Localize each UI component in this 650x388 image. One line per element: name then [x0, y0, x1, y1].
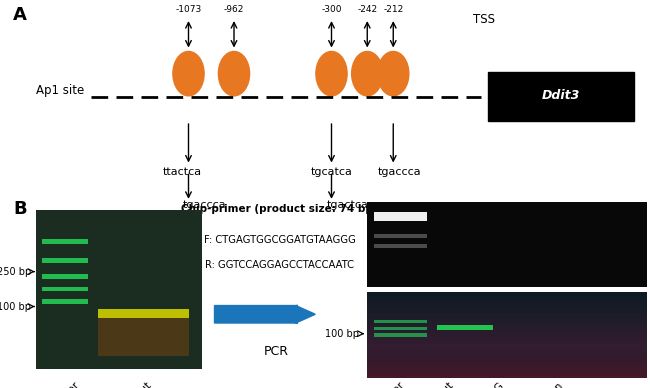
- Text: Marker: Marker: [374, 380, 406, 388]
- Text: tgaccca: tgaccca: [378, 168, 422, 177]
- Text: -242: -242: [358, 5, 377, 14]
- Text: tgcatca: tgcatca: [311, 168, 352, 177]
- Text: Ddit3: Ddit3: [541, 89, 580, 102]
- Text: -1073: -1073: [176, 5, 202, 14]
- Text: tgactca: tgactca: [327, 200, 369, 210]
- Text: PCR: PCR: [264, 345, 289, 359]
- Text: 100 bp: 100 bp: [0, 301, 31, 312]
- Text: tgaccca: tgaccca: [183, 200, 227, 210]
- Text: Input: Input: [429, 380, 455, 388]
- Text: Input: Input: [127, 380, 153, 388]
- Text: Ap1 site: Ap1 site: [36, 84, 84, 97]
- Ellipse shape: [378, 52, 409, 96]
- Text: 100 bp: 100 bp: [325, 329, 359, 339]
- Text: TSS: TSS: [473, 13, 495, 26]
- Text: A: A: [13, 6, 27, 24]
- Text: Chip-primer (product size: 74 bp): Chip-primer (product size: 74 bp): [181, 204, 378, 214]
- Text: ttactca: ttactca: [162, 168, 202, 177]
- Text: -212: -212: [383, 5, 404, 14]
- Ellipse shape: [218, 52, 250, 96]
- Ellipse shape: [316, 52, 347, 96]
- Text: Marker: Marker: [49, 380, 81, 388]
- Text: -300: -300: [321, 5, 342, 14]
- Text: R: GGTCCAGGAGCCTACCAATC: R: GGTCCAGGAGCCTACCAATC: [205, 260, 354, 270]
- Text: F: CTGAGTGGCGGATGTAAGGG: F: CTGAGTGGCGGATGTAAGGG: [203, 235, 356, 245]
- Text: 250 bp: 250 bp: [0, 267, 31, 277]
- Text: IgG: IgG: [486, 380, 505, 388]
- Ellipse shape: [173, 52, 204, 96]
- FancyArrow shape: [214, 306, 315, 323]
- FancyBboxPatch shape: [488, 72, 634, 121]
- Ellipse shape: [352, 52, 383, 96]
- Text: -962: -962: [224, 5, 244, 14]
- Text: c-Jun: c-Jun: [540, 380, 566, 388]
- Text: B: B: [13, 200, 27, 218]
